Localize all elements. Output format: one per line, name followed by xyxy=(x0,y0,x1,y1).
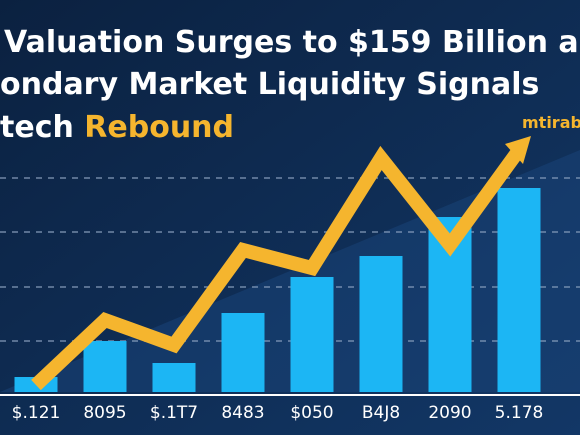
x-tick-label: B4J8 xyxy=(362,403,400,423)
annotation: mtirab xyxy=(522,113,580,132)
title-line: Valuation Surges to $159 Billion as xyxy=(4,25,580,60)
x-tick-label: $.1T7 xyxy=(150,403,198,423)
bar xyxy=(152,363,196,392)
x-tick-label: $050 xyxy=(290,403,333,423)
x-tick-label: 8483 xyxy=(221,403,264,423)
bar xyxy=(359,256,403,392)
trend-line xyxy=(31,145,525,391)
bar xyxy=(221,313,265,392)
bar xyxy=(83,341,127,392)
title-word: tech xyxy=(0,110,74,145)
bar xyxy=(497,188,541,392)
x-tick-label: $.121 xyxy=(12,403,61,423)
x-tick-label: 8095 xyxy=(83,403,126,423)
x-tick-label: 5.178 xyxy=(495,403,544,423)
title-highlight: Rebound xyxy=(84,110,234,145)
title-line: tech Rebound xyxy=(0,110,234,145)
x-tick-label: 2090 xyxy=(428,403,471,423)
bar xyxy=(290,277,334,392)
arrow-head xyxy=(505,136,531,164)
title-line: ondary Market Liquidity Signals xyxy=(0,67,539,102)
